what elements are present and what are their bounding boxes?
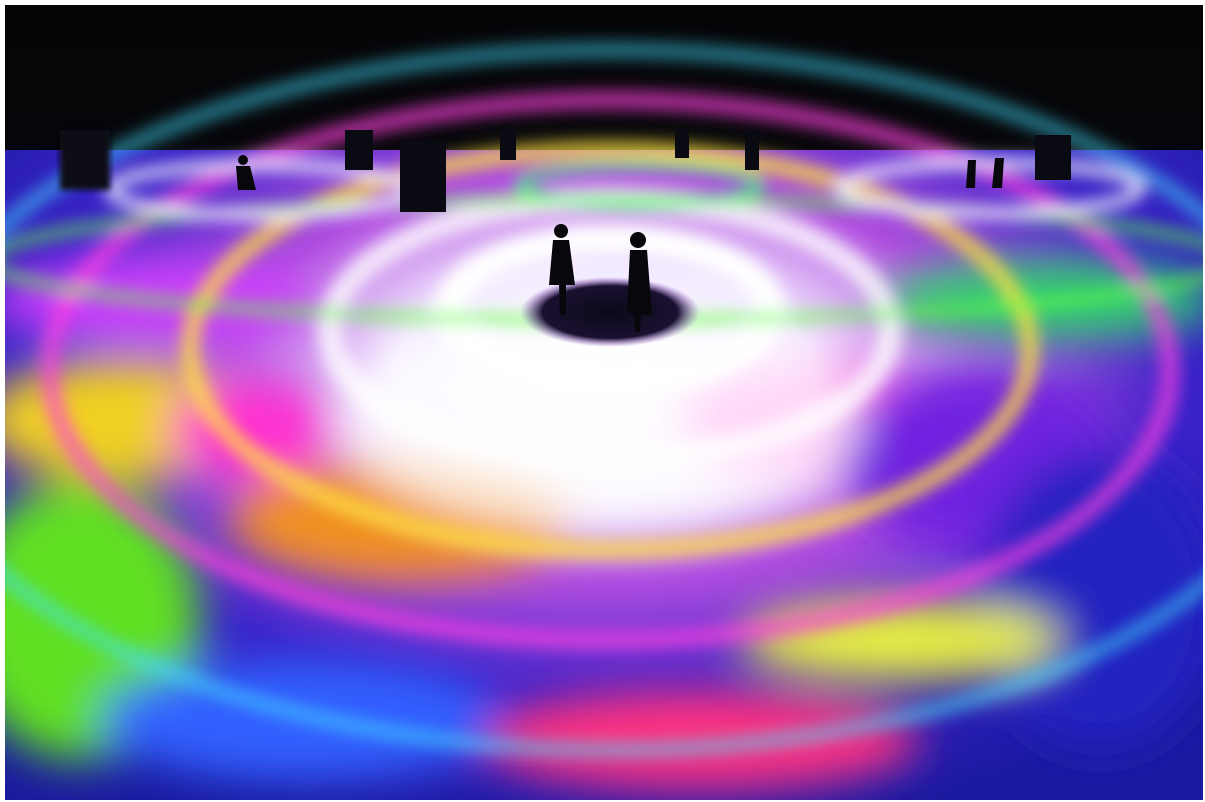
scene — [5, 5, 1203, 800]
pillars — [60, 125, 1071, 212]
ripples — [5, 43, 1203, 757]
center-hole — [520, 277, 700, 347]
people — [236, 155, 1004, 332]
